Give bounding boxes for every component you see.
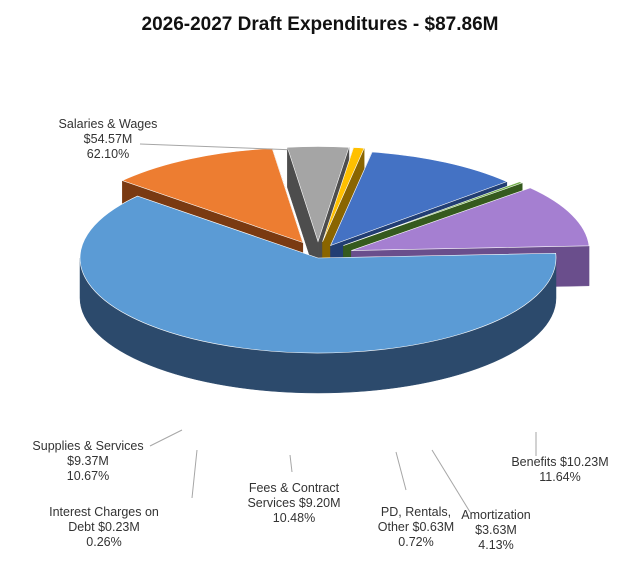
slice-label-pd-rentals-other: PD, Rentals, Other $0.63M 0.72% <box>378 505 454 549</box>
slice-label-interest-charges-debt: Interest Charges on Debt $0.23M 0.26% <box>49 505 159 549</box>
leader-line-supplies-services <box>149 429 183 447</box>
pie-slice-top <box>343 181 524 246</box>
chart-title: 2026-2027 Draft Expenditures - $87.86M <box>141 14 499 35</box>
slice-label-amortization: Amortization $3.63M 4.13% <box>461 508 531 552</box>
pie-slice-top <box>286 146 350 243</box>
slice-label-line: 0.72% <box>398 535 433 549</box>
leader-lines <box>139 143 537 513</box>
slice-label-line: Salaries & Wages <box>59 117 158 131</box>
slice-label-line: 62.10% <box>87 147 129 161</box>
slice-labels: Salaries & Wages $54.57M 62.10% Benefits $1… <box>32 117 608 552</box>
slice-label-line: Amortization <box>461 508 531 522</box>
slice-label-line: $3.63M <box>475 523 517 537</box>
slice-label-salaries-wages: Salaries & Wages $54.57M 62.10% <box>59 117 158 161</box>
slice-label-line: $9.37M <box>67 454 109 468</box>
leader-line-fees-contract-services <box>289 454 293 473</box>
leader-line-pd-rentals-other <box>395 451 407 491</box>
slice-label-line: $54.57M <box>84 132 133 146</box>
slice-label-line: Supplies & Services <box>32 439 143 453</box>
slice-label-benefits: Benefits $10.23M 11.64% <box>511 455 608 484</box>
leader-line-salaries-wages <box>139 143 297 151</box>
slice-label-line: 10.67% <box>67 469 109 483</box>
slice-label-line: 4.13% <box>478 538 513 552</box>
pie-slice-top <box>322 147 365 242</box>
pie-slice-salaries-wages <box>79 195 557 394</box>
slice-label-line: Other $0.63M <box>378 520 454 534</box>
slice-label-line: Debt $0.23M <box>68 520 140 534</box>
slice-label-supplies-services: Supplies & Services $9.37M 10.67% <box>32 439 143 483</box>
leader-line-interest-charges-debt <box>191 449 198 499</box>
slice-label-line: 10.48% <box>273 511 315 525</box>
slice-label-line: Services $9.20M <box>247 496 340 510</box>
slice-label-line: 11.64% <box>539 470 580 484</box>
pie-slice-top <box>351 187 590 251</box>
slice-label-fees-contract-services: Fees & Contract Services $9.20M 10.48% <box>247 481 340 525</box>
slice-label-line: PD, Rentals, <box>381 505 451 519</box>
slice-label-line: 0.26% <box>86 535 121 549</box>
pie-slices <box>79 146 590 394</box>
pie-slice-top <box>330 151 508 247</box>
slice-label-line: Fees & Contract <box>249 481 340 495</box>
slice-label-line: Interest Charges on <box>49 505 159 519</box>
leader-line-amortization <box>431 449 471 513</box>
slice-label-line: Benefits $10.23M <box>511 455 608 469</box>
pie-slice-top <box>79 195 557 354</box>
